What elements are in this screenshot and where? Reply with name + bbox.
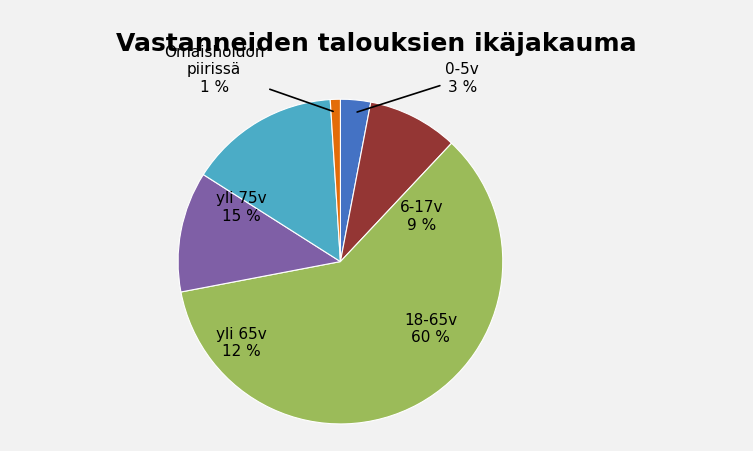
Wedge shape	[178, 175, 340, 292]
Text: Omaishoidon
piirissä
1 %: Omaishoidon piirissä 1 %	[164, 45, 333, 111]
Text: yli 75v
15 %: yli 75v 15 %	[216, 191, 267, 224]
Wedge shape	[203, 100, 340, 262]
Text: 6-17v
9 %: 6-17v 9 %	[400, 200, 444, 233]
Text: 0-5v
3 %: 0-5v 3 %	[357, 62, 479, 112]
Text: yli 65v
12 %: yli 65v 12 %	[216, 327, 267, 359]
Wedge shape	[181, 143, 503, 424]
Text: 18-65v
60 %: 18-65v 60 %	[404, 313, 457, 345]
Wedge shape	[331, 99, 340, 262]
Wedge shape	[340, 102, 452, 262]
Wedge shape	[340, 99, 370, 262]
Text: Vastanneiden talouksien ikäjakauma: Vastanneiden talouksien ikäjakauma	[116, 32, 637, 55]
